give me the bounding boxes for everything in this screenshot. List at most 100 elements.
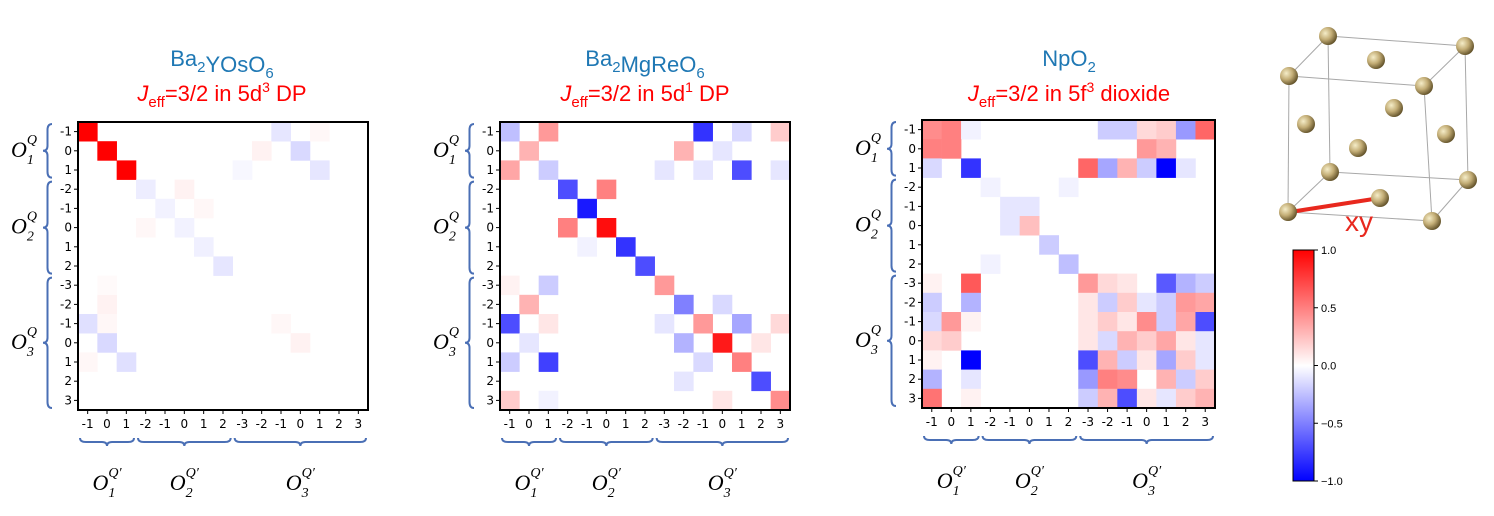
heatmap-cell bbox=[922, 350, 942, 370]
heatmap-cell bbox=[174, 179, 195, 200]
heatmap-cell bbox=[751, 371, 771, 392]
heatmap-cell bbox=[1097, 331, 1118, 351]
heatmap-cell bbox=[1136, 312, 1157, 332]
col-group-label: O3Q′ bbox=[1132, 464, 1162, 499]
atom bbox=[1349, 139, 1367, 157]
heatmap-cell bbox=[1078, 369, 1099, 390]
row-tick-label: 1 bbox=[486, 163, 494, 177]
heatmap-cell bbox=[1195, 369, 1216, 390]
col-tick-label: 0 bbox=[719, 417, 727, 431]
heatmap-cell bbox=[922, 369, 942, 390]
heatmap-cell bbox=[922, 273, 942, 294]
heatmap-cell bbox=[1097, 388, 1118, 409]
xy-bond bbox=[1289, 196, 1381, 214]
row-group-label: O2Q bbox=[433, 210, 459, 245]
row-group-label: O2Q bbox=[11, 210, 37, 245]
heatmap-cell bbox=[1097, 312, 1118, 332]
col-tick-label: -1 bbox=[697, 417, 709, 431]
heatmap-cell bbox=[1156, 388, 1177, 409]
col-tick-label: 2 bbox=[1065, 415, 1073, 429]
heatmap-cell bbox=[1117, 292, 1138, 313]
heatmap-cell bbox=[1136, 350, 1157, 370]
col-group-label: O1Q′ bbox=[514, 466, 544, 501]
col-tick-label: -1 bbox=[1004, 415, 1016, 429]
heatmap-cell bbox=[558, 179, 578, 200]
heatmap-cell bbox=[1019, 216, 1040, 236]
heatmap-cell bbox=[770, 314, 791, 334]
heatmap-cell bbox=[1195, 273, 1216, 294]
heatmap-cell bbox=[1175, 158, 1196, 178]
row-group-label: O3Q bbox=[11, 325, 37, 360]
heatmap-cell bbox=[1175, 350, 1196, 370]
row-tick-label: -2 bbox=[60, 297, 72, 311]
row-group-label: O3Q bbox=[433, 325, 459, 360]
heatmap-cell bbox=[577, 237, 597, 257]
col-tick-label: 1 bbox=[316, 417, 324, 431]
heatmap-cell bbox=[941, 312, 962, 332]
heatmap-cell bbox=[1136, 292, 1157, 313]
heatmap-cell bbox=[770, 390, 791, 411]
panel-subtitle: Jeff=3/2 in 5d1 DP bbox=[559, 79, 729, 111]
unit-cell-edge bbox=[1287, 171, 1331, 213]
heatmap-cell bbox=[1175, 292, 1196, 313]
row-group-label: O1Q bbox=[11, 133, 37, 168]
col-tick-label: -2 bbox=[256, 417, 268, 431]
col-tick-label: -2 bbox=[1102, 415, 1114, 429]
atom bbox=[1437, 125, 1455, 143]
col-tick-label: 0 bbox=[1026, 415, 1034, 429]
row-group-label: O1Q bbox=[855, 131, 881, 166]
heatmap-cell bbox=[770, 122, 791, 142]
col-tick-label: -2 bbox=[984, 415, 996, 429]
row-tick-label: 1 bbox=[486, 240, 494, 254]
row-tick-label: -3 bbox=[904, 276, 916, 290]
heatmap-cell bbox=[922, 158, 942, 178]
row-tick-label: 3 bbox=[486, 393, 494, 407]
atom bbox=[1321, 163, 1339, 181]
panel-subtitle: Jeff=3/2 in 5f3 dioxide bbox=[967, 79, 1170, 111]
heatmap-cell bbox=[1175, 120, 1196, 140]
row-group-label: O2Q bbox=[855, 208, 881, 243]
col-group-brace bbox=[233, 437, 367, 447]
heatmap-cell bbox=[1175, 273, 1196, 294]
heatmap-cell bbox=[1000, 216, 1020, 236]
row-group-brace bbox=[886, 274, 897, 407]
row-tick-label: 1 bbox=[908, 353, 916, 367]
unit-cell-edge bbox=[1464, 45, 1469, 181]
row-tick-label: 2 bbox=[486, 374, 494, 388]
row-tick-label: 3 bbox=[64, 393, 72, 407]
heatmap-cell bbox=[213, 256, 233, 276]
col-tick-label: 0 bbox=[181, 417, 189, 431]
atom bbox=[1456, 37, 1474, 55]
col-tick-label: -1 bbox=[581, 417, 593, 431]
atom bbox=[1279, 203, 1297, 221]
heatmap-cell bbox=[1195, 388, 1216, 409]
unit-cell-edge bbox=[1288, 35, 1329, 77]
panel-title: Ba2MgReO6 bbox=[585, 46, 704, 82]
col-tick-label: 3 bbox=[1201, 415, 1209, 429]
row-group-brace bbox=[464, 123, 475, 179]
heatmap-cell bbox=[961, 273, 981, 294]
heatmap-cell bbox=[194, 237, 214, 257]
heatmap-cell bbox=[116, 352, 137, 372]
row-tick-label: 2 bbox=[486, 259, 494, 273]
heatmap-cell bbox=[1136, 158, 1157, 178]
heatmap-cell bbox=[1175, 369, 1196, 390]
heatmap-cell bbox=[500, 314, 520, 334]
row-tick-label: 1 bbox=[908, 161, 916, 175]
col-group-label: O2Q′ bbox=[1015, 464, 1045, 499]
heatmap-cell bbox=[674, 141, 694, 161]
colorbar-gradient bbox=[1292, 249, 1315, 482]
row-tick-label: -2 bbox=[904, 295, 916, 309]
heatmap-cell bbox=[1019, 196, 1040, 217]
heatmap-cell bbox=[1097, 350, 1118, 370]
heatmap-cell bbox=[271, 122, 291, 142]
heatmap-cell bbox=[616, 237, 636, 257]
col-tick-label: 3 bbox=[777, 417, 785, 431]
unit-cell-edge bbox=[1287, 211, 1433, 222]
heatmap-cell bbox=[310, 122, 330, 142]
heatmap-cell bbox=[674, 294, 694, 315]
